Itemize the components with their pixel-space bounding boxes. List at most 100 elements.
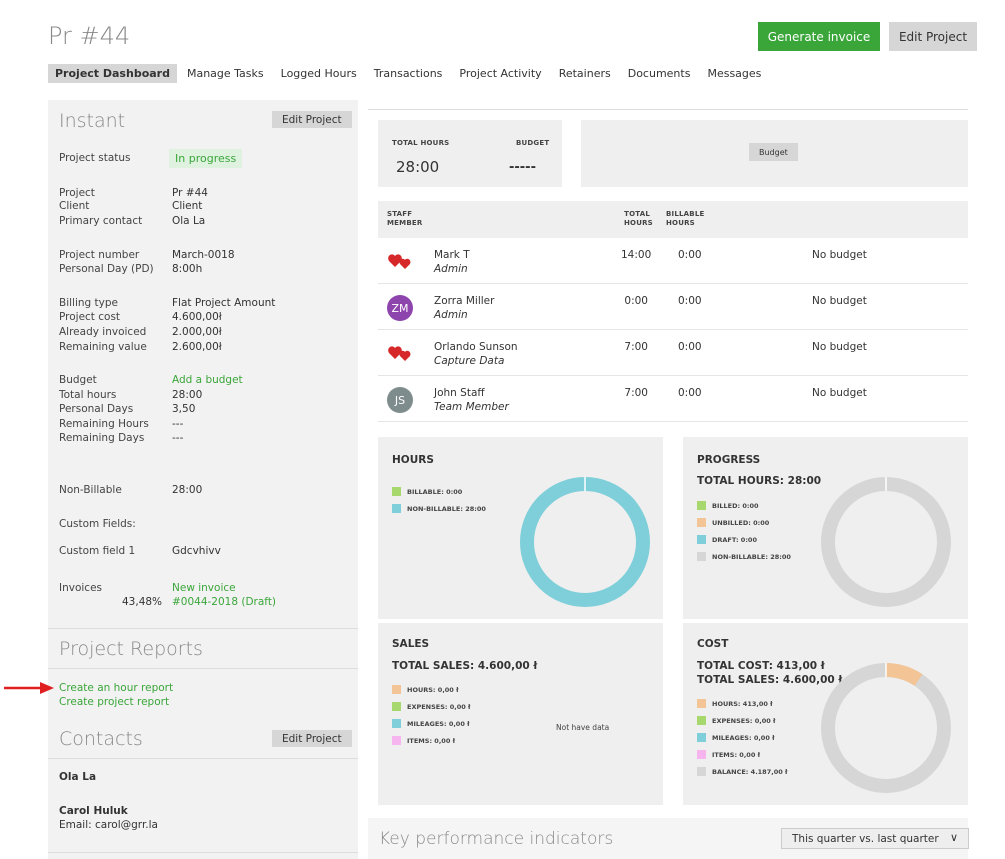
contacts-title: Contacts (59, 728, 143, 750)
cost-total: TOTAL COST: 413,00 ł (697, 660, 825, 672)
contact-carol: Carol Huluk (59, 805, 128, 817)
staff-budget: No budget (812, 341, 867, 353)
contact-label: Primary contact (59, 215, 143, 227)
project-label: Project (59, 187, 95, 199)
create-hour-report-link[interactable]: Create an hour report (59, 682, 174, 694)
instant-title: Instant (59, 110, 126, 132)
staff-name[interactable]: Orlando Sunson (434, 341, 518, 353)
staff-name[interactable]: John Staff (434, 387, 485, 399)
remaining-value: 2.600,00ł (172, 341, 222, 353)
remaining-hours-label: Remaining Hours (59, 418, 149, 430)
custom-field-1-value: Gdcvhivv (172, 545, 221, 557)
total-hours-value: 28:00 (172, 389, 203, 401)
staff-budget: No budget (812, 295, 867, 307)
edit-project-button[interactable]: Edit Project (889, 22, 977, 51)
instant-edit-project-button[interactable]: Edit Project (272, 111, 352, 128)
no-data-message: Not have data (556, 723, 610, 732)
invoiced-value: 2.000,00ł (172, 326, 222, 338)
status-badge: In progress (169, 149, 243, 168)
cost-title: COST (697, 638, 729, 650)
custom-fields-label: Custom Fields: (59, 518, 136, 530)
invoice-draft-link[interactable]: #0044-2018 (Draft) (172, 596, 277, 608)
cost-total-sales: TOTAL SALES: 4.600,00 ł (697, 674, 843, 686)
legend-cost-items: ITEMS: 0,00 ł (697, 750, 787, 759)
contact-carol-email: Email: carol@grr.la (59, 819, 158, 831)
client-label: Client (59, 200, 90, 212)
red-arrow-icon (4, 682, 54, 694)
progress-box: PROGRESS TOTAL HOURS: 28:00 BILLED: 0:00… (683, 437, 968, 619)
pd-value: 8:00h (172, 263, 203, 275)
number-value: March-0018 (172, 249, 235, 261)
staff-billable-hours: 0:00 (678, 387, 702, 399)
remaining-hours-value: --- (172, 418, 184, 430)
legend-cost-mileages: MILEAGES: 0,00 ł (697, 733, 787, 742)
budget-button[interactable]: Budget (749, 143, 798, 161)
tab-retainers[interactable]: Retainers (558, 66, 611, 80)
total-hours-stat-label: TOTAL HOURS (392, 139, 450, 147)
tab-project-activity[interactable]: Project Activity (459, 66, 542, 80)
legend-sales-expenses: EXPENSES: 0,00 ł (392, 702, 470, 711)
client-value: Client (172, 200, 203, 212)
cost-label: Project cost (59, 311, 121, 323)
billing-label: Billing type (59, 297, 118, 309)
avatar: JS (387, 387, 413, 413)
hearts-avatar-icon (386, 340, 414, 368)
budget-stat-label: BUDGET (516, 139, 550, 147)
sales-total: TOTAL SALES: 4.600,00 ł (392, 660, 538, 672)
staff-billable-hours: 0:00 (678, 249, 702, 261)
total-hours-header: TOTAL HOURS (624, 210, 653, 227)
kpi-period-select[interactable]: This quarter vs. last quarter ∨ (781, 828, 969, 849)
tab-documents[interactable]: Documents (627, 66, 691, 80)
instant-panel: Instant Edit Project Project status In p… (48, 100, 358, 859)
personal-days-value: 3,50 (172, 403, 196, 415)
staff-member-header: STAFF MEMBER (387, 210, 423, 227)
generate-invoice-button[interactable]: Generate invoice (758, 22, 880, 51)
staff-row: ZM Zorra Miller Admin 0:00 0:00 No budget (378, 284, 968, 330)
staff-billable-hours: 0:00 (678, 341, 702, 353)
staff-total-hours: 14:00 (621, 249, 652, 261)
contacts-edit-project-button[interactable]: Edit Project (272, 730, 352, 747)
legend-unbilled: UNBILLED: 0:00 (697, 518, 791, 527)
kpi-title: Key performance indicators (379, 829, 614, 849)
legend-sales-mileages: MILEAGES: 0,00 ł (392, 719, 470, 728)
new-invoice-link[interactable]: New invoice (172, 582, 236, 594)
legend-non-billable: NON-BILLABLE: 28:00 (392, 504, 486, 513)
remaining-days-value: --- (172, 432, 184, 444)
staff-name[interactable]: Mark T (434, 249, 470, 261)
progress-total: TOTAL HOURS: 28:00 (697, 475, 822, 487)
add-budget-link[interactable]: Add a budget (172, 374, 243, 386)
staff-name[interactable]: Zorra Miller (434, 295, 495, 307)
staff-total-hours: 0:00 (624, 295, 648, 307)
total-hours-label: Total hours (59, 389, 117, 401)
sales-title: SALES (392, 638, 430, 650)
stats-box: TOTAL HOURS BUDGET 28:00 ----- (378, 120, 562, 187)
project-reports-title: Project Reports (59, 638, 203, 660)
invoiced-label: Already invoiced (59, 326, 147, 338)
legend-billed: BILLED: 0:00 (697, 501, 791, 510)
create-project-report-link[interactable]: Create project report (59, 696, 170, 708)
tab-bar: Project Dashboard Manage Tasks Logged Ho… (48, 63, 771, 83)
budget-stat: ----- (509, 160, 536, 175)
invoice-percentage: 43,48% (122, 596, 163, 608)
billable-hours-header: BILLABLE HOURS (666, 210, 705, 227)
tab-manage-tasks[interactable]: Manage Tasks (186, 66, 264, 80)
tab-project-dashboard[interactable]: Project Dashboard (48, 63, 177, 83)
custom-field-1-label: Custom field 1 (59, 545, 136, 557)
personal-days-label: Personal Days (59, 403, 134, 415)
project-value: Pr #44 (172, 187, 208, 199)
chevron-down-icon: ∨ (949, 831, 958, 844)
tab-logged-hours[interactable]: Logged Hours (280, 66, 357, 80)
budget-box: Budget (581, 120, 968, 187)
cost-box: COST TOTAL COST: 413,00 ł TOTAL SALES: 4… (683, 623, 968, 805)
remaining-days-label: Remaining Days (59, 432, 145, 444)
tab-messages[interactable]: Messages (707, 66, 762, 80)
staff-total-hours: 7:00 (624, 387, 648, 399)
avatar: ZM (387, 295, 413, 321)
legend-cost-expenses: EXPENSES: 0,00 ł (697, 716, 787, 725)
progress-title: PROGRESS (697, 454, 761, 466)
progress-donut (821, 477, 951, 607)
hearts-avatar-icon (386, 248, 414, 276)
tab-transactions[interactable]: Transactions (373, 66, 443, 80)
staff-role: Team Member (434, 401, 509, 413)
staff-role: Admin (434, 263, 468, 275)
